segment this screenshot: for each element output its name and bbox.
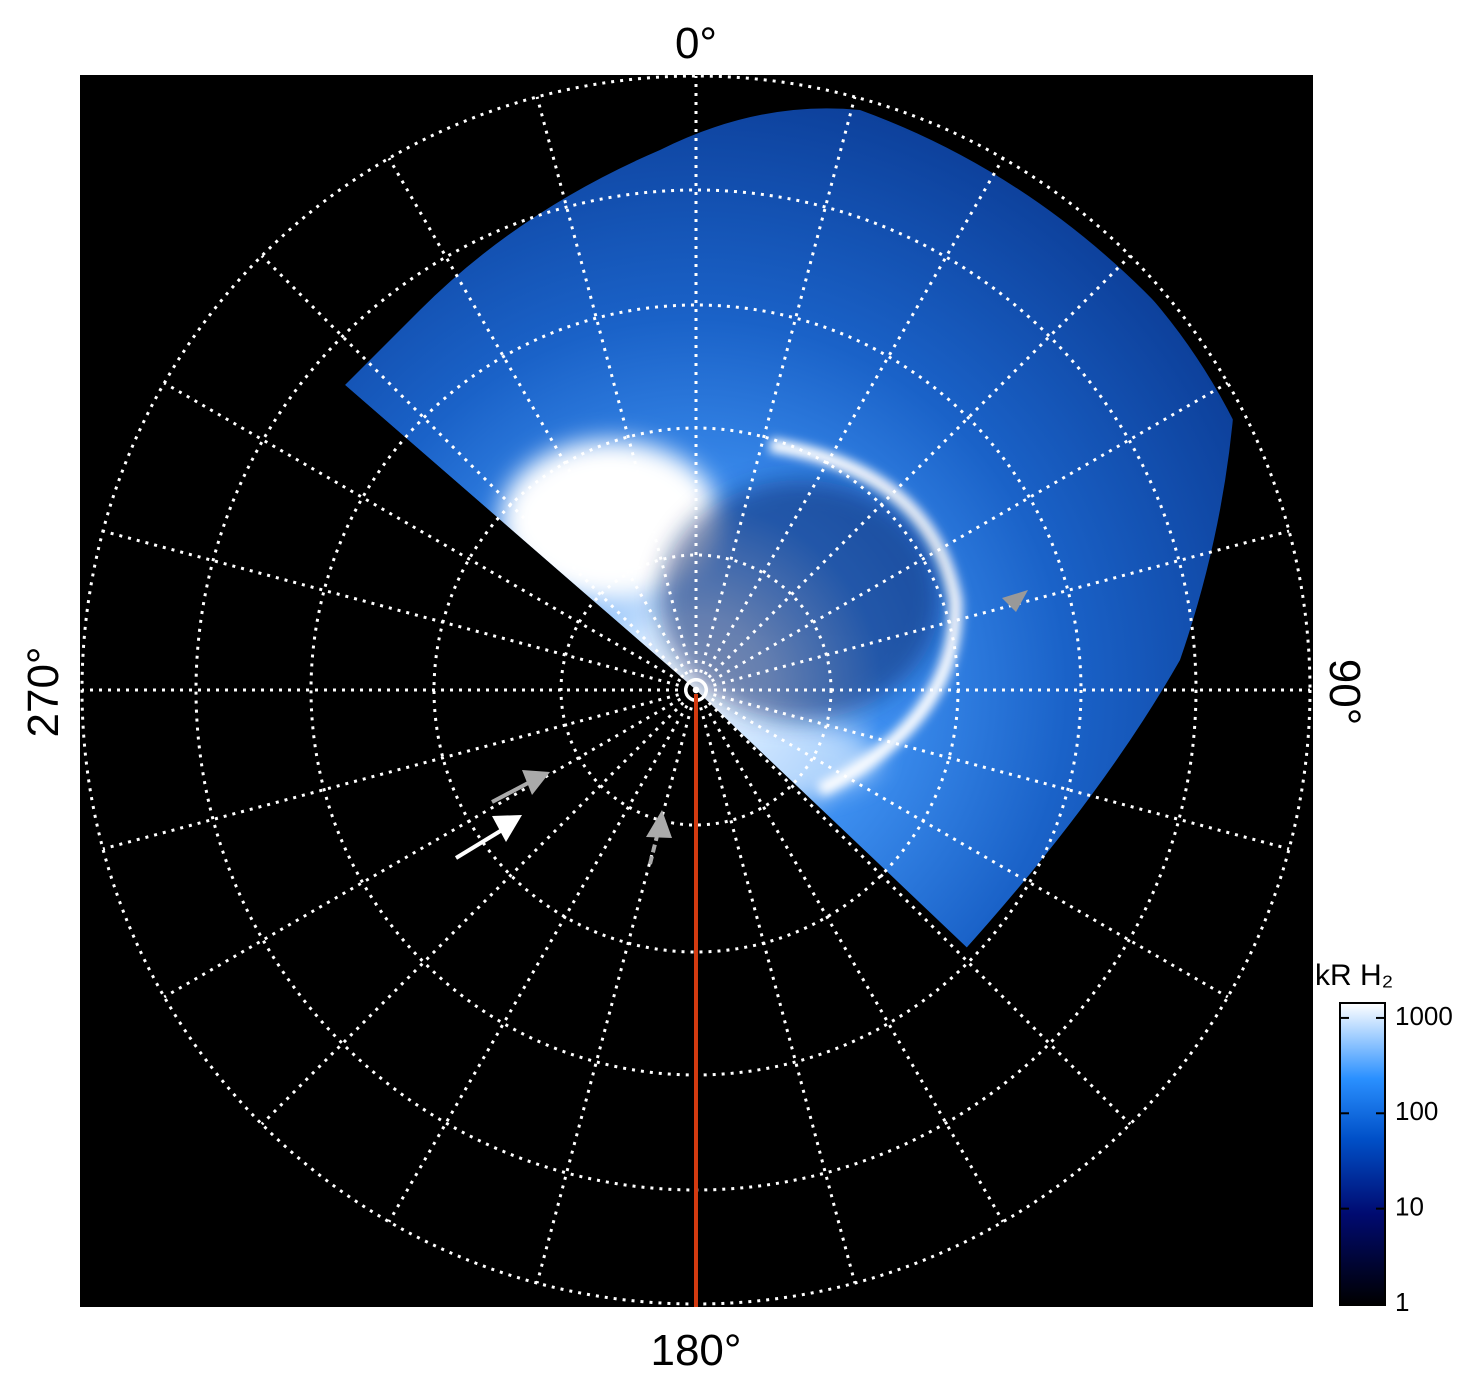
grid-spoke [695,688,1290,851]
grid-spoke [694,157,1005,691]
arrows [454,590,1028,865]
aurora-image [345,108,1235,956]
grid-spoke [102,529,697,692]
label-0: 0° [675,19,717,68]
grid-spoke [695,381,1229,692]
grid-spoke [694,688,1132,1126]
colorbar-tick-label: 1 [1395,1287,1409,1317]
grid-spoke [163,688,697,999]
grid-spoke [163,381,697,692]
grid-spoke [695,688,1229,999]
grid-spoke [694,96,857,691]
grid-spoke [694,689,857,1284]
grid-spoke [695,529,1290,692]
grid-spoke [387,157,698,691]
colorbar-tick-label: 1000 [1395,1001,1453,1031]
grid-spoke [260,688,698,1126]
grid-spoke [694,689,1005,1223]
label-90: 90° [1320,659,1369,726]
grid-spoke [387,689,698,1223]
label-180: 180° [650,1326,741,1375]
grid-spoke [102,688,697,851]
colorbar-title: kR H₂ [1315,959,1393,992]
label-270: 270° [19,646,68,737]
grid-spoke [535,96,698,691]
grid-spoke [260,254,698,692]
colorbar-tick-label: 10 [1395,1192,1424,1222]
grid-spoke [694,254,1132,692]
colorbar [1339,1002,1386,1306]
grid-spoke [535,689,698,1284]
colorbar-tick-label: 100 [1395,1096,1438,1126]
